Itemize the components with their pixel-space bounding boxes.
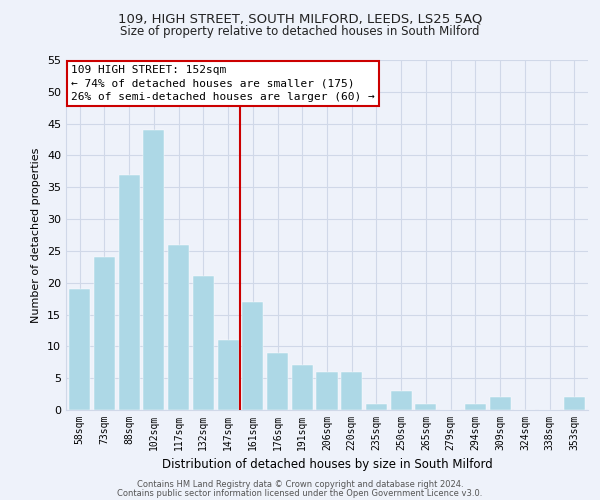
Text: Contains public sector information licensed under the Open Government Licence v3: Contains public sector information licen… bbox=[118, 489, 482, 498]
Bar bbox=[391, 391, 412, 410]
X-axis label: Distribution of detached houses by size in South Milford: Distribution of detached houses by size … bbox=[161, 458, 493, 471]
Bar bbox=[341, 372, 362, 410]
Bar bbox=[366, 404, 387, 410]
Text: 109, HIGH STREET, SOUTH MILFORD, LEEDS, LS25 5AQ: 109, HIGH STREET, SOUTH MILFORD, LEEDS, … bbox=[118, 12, 482, 26]
Bar bbox=[218, 340, 239, 410]
Bar bbox=[490, 398, 511, 410]
Bar bbox=[94, 258, 115, 410]
Bar bbox=[316, 372, 338, 410]
Bar bbox=[193, 276, 214, 410]
Bar bbox=[119, 174, 140, 410]
Bar bbox=[168, 244, 189, 410]
Bar bbox=[267, 352, 288, 410]
Text: Size of property relative to detached houses in South Milford: Size of property relative to detached ho… bbox=[120, 25, 480, 38]
Y-axis label: Number of detached properties: Number of detached properties bbox=[31, 148, 41, 322]
Text: Contains HM Land Registry data © Crown copyright and database right 2024.: Contains HM Land Registry data © Crown c… bbox=[137, 480, 463, 489]
Bar bbox=[292, 366, 313, 410]
Bar bbox=[242, 302, 263, 410]
Bar bbox=[69, 289, 90, 410]
Bar bbox=[564, 398, 585, 410]
Bar bbox=[143, 130, 164, 410]
Bar bbox=[465, 404, 486, 410]
Text: 109 HIGH STREET: 152sqm
← 74% of detached houses are smaller (175)
26% of semi-d: 109 HIGH STREET: 152sqm ← 74% of detache… bbox=[71, 66, 375, 102]
Bar bbox=[415, 404, 436, 410]
